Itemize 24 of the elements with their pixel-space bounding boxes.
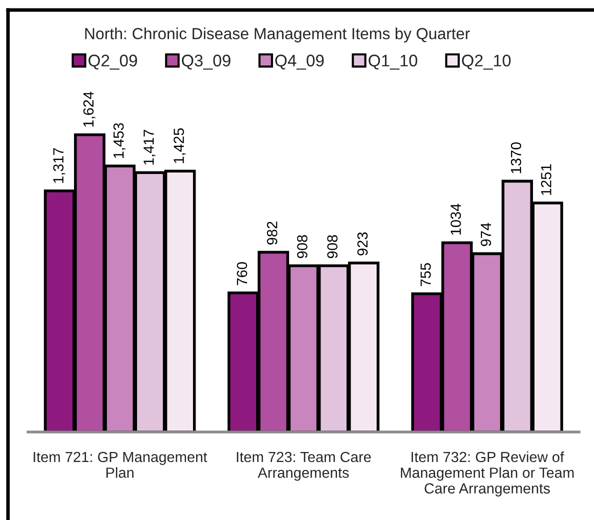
x-tick-label: Item 723: Team Care Arrangements: [236, 452, 371, 481]
data-label: 760: [236, 262, 248, 286]
chart-title: North: Chronic Disease Management Items by Quarter: [85, 28, 470, 42]
data-label: 923: [357, 232, 368, 256]
data-label: 1370: [510, 142, 522, 174]
data-label: 1,624: [83, 92, 96, 127]
legend-label: Q3_09: [182, 54, 230, 70]
data-label: 908: [297, 235, 308, 258]
legend-label: Q1_10: [368, 54, 418, 70]
data-label: 908: [327, 235, 338, 258]
legend-label: Q2_10: [462, 54, 511, 70]
data-label: 755: [420, 263, 431, 286]
data-label: 1,425: [174, 128, 186, 164]
data-label: 974: [480, 222, 492, 246]
data-label: 1,417: [144, 130, 156, 165]
x-tick-label: Item 732: GP Review of Management Plan or Team Care Arrangements: [400, 451, 574, 496]
data-label: 1034: [450, 204, 461, 235]
x-tick-label: Item 721: GP Management Plan: [34, 452, 208, 478]
data-label: 982: [266, 222, 278, 245]
data-label: 1,453: [113, 123, 126, 158]
data-label: 1251: [540, 164, 552, 195]
data-label: 1,317: [53, 148, 66, 183]
legend-label: Q4_09: [275, 54, 324, 70]
legend-label: Q2_09: [88, 54, 137, 70]
